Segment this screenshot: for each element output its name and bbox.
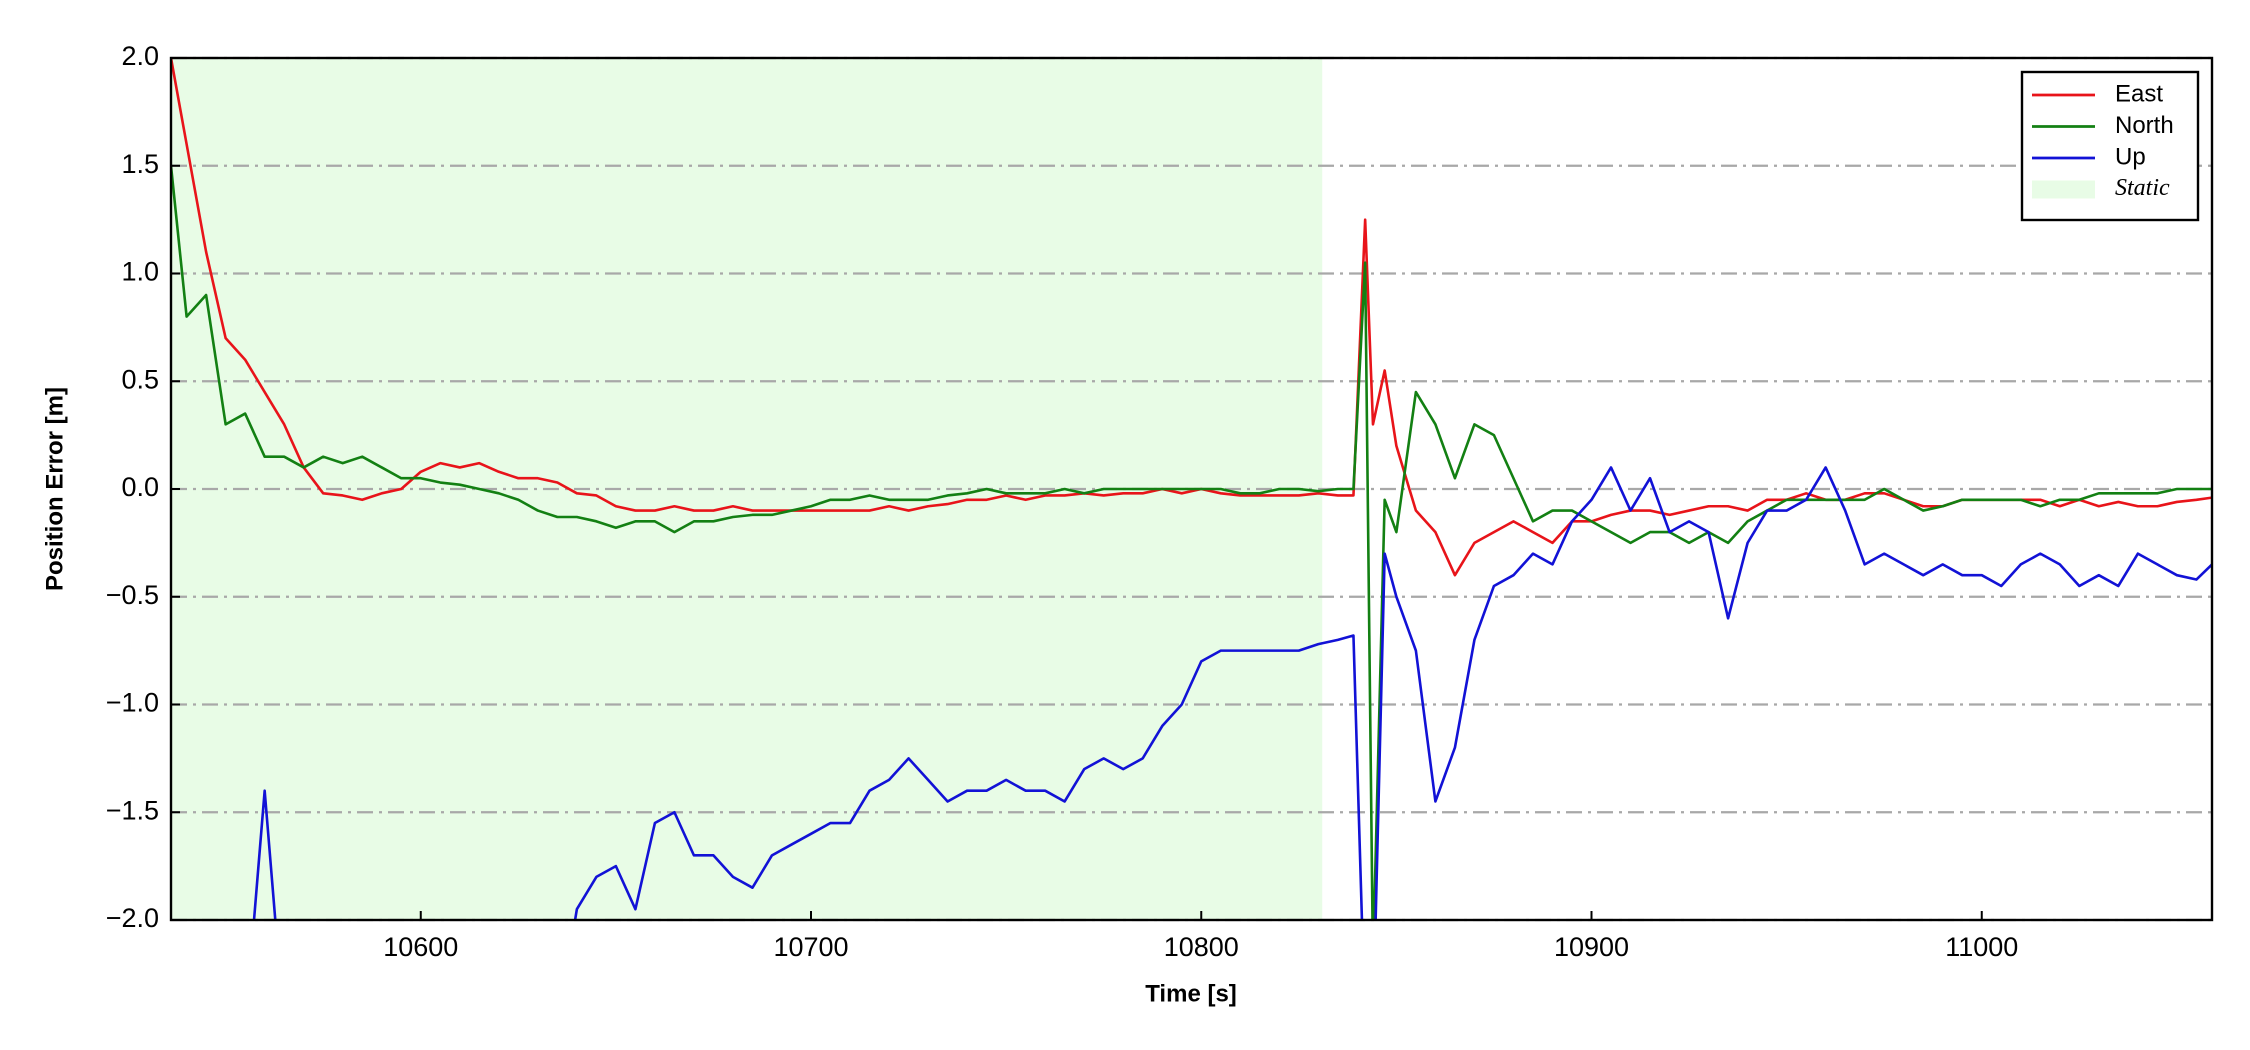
y-tick-label: 1.0	[121, 257, 159, 287]
x-tick-label: 10700	[773, 932, 848, 962]
y-tick-label: −1.0	[106, 688, 159, 718]
y-tick-label: −0.5	[106, 580, 159, 610]
x-tick-label: 10900	[1554, 932, 1629, 962]
legend-label: North	[2115, 112, 2174, 139]
legend: East North Up Static	[2020, 70, 2200, 222]
series-line	[171, 165, 2212, 920]
series-line	[171, 58, 2212, 577]
x-tick-label: 10800	[1164, 932, 1239, 962]
x-tick-label: 11000	[1945, 932, 2018, 962]
y-tick-label: −2.0	[106, 903, 159, 933]
y-tick-label: 2.0	[121, 41, 159, 71]
legend-label: Static	[2115, 175, 2170, 201]
lines	[171, 58, 2212, 920]
legend-label: East	[2115, 80, 2163, 107]
y-tick-label: 0.0	[121, 472, 159, 502]
x-axis-label: Time [s]	[1145, 980, 1237, 1007]
x-tick-label: 10600	[383, 932, 458, 962]
y-tick-label: 1.5	[121, 149, 159, 179]
y-axis-label: Position Error [m]	[41, 387, 68, 591]
legend-label: Up	[2115, 143, 2146, 170]
axes: −2.0 −1.5 −1.0 −0.5 0.0 0.5 1.0 1.5 2.0 10600 1070…	[106, 41, 2214, 962]
series-line	[252, 466, 2212, 920]
y-tick-label: 0.5	[121, 364, 159, 394]
y-tick-label: −1.5	[106, 795, 159, 825]
plot-frame	[169, 56, 2214, 922]
legend-swatch	[2032, 180, 2095, 199]
